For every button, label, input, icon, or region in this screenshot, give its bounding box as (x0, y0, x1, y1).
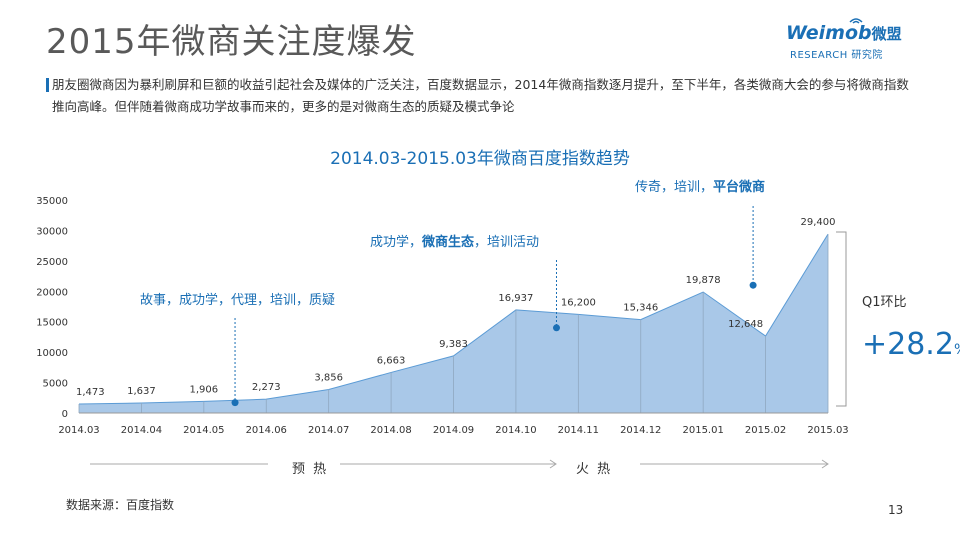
annotation-2-text-before: 成功学， (370, 235, 423, 250)
q1-value-unit: % (954, 342, 960, 358)
data-label: 15,346 (623, 303, 658, 314)
page-title: 2015年微商关注度爆发 (46, 22, 417, 62)
y-tick-label: 5000 (43, 379, 68, 390)
x-tick-label: 2014.08 (370, 425, 411, 436)
data-label: 1,637 (127, 386, 156, 397)
x-tick-label: 2014.12 (620, 425, 661, 436)
annotation-1-text: 故事，成功学，代理，培训，质疑 (140, 293, 336, 308)
y-tick-label: 15000 (36, 318, 68, 329)
y-tick-label: 25000 (36, 257, 68, 268)
data-source: 数据来源：百度指数 (66, 498, 175, 512)
x-tick-label: 2014.06 (246, 425, 287, 436)
description-text: 朋友圈微商因为暴利刷屏和巨额的收益引起社会及媒体的广泛关注，百度数据显示，201… (52, 77, 909, 114)
data-label: 19,878 (686, 275, 721, 286)
q1-comparison-label: Q1环比 (862, 295, 907, 310)
annotation-marker (231, 399, 239, 407)
page-number: 13 (888, 503, 904, 517)
logo-wordmark: Weimob微盟 (786, 22, 902, 44)
q1-comparison-value: +28.2% (862, 327, 960, 362)
annotation-1: 故事，成功学，代理，培训，质疑 (140, 289, 335, 308)
phase-hot-label: 火 热 (576, 462, 613, 477)
phase-warmup-label: 预 热 (292, 462, 329, 477)
y-tick-label: 35000 (36, 196, 68, 207)
annotation-3-text-before: 传奇，培训， (635, 180, 714, 195)
wifi-icon (849, 18, 863, 24)
data-label: 16,937 (498, 293, 533, 304)
q1-value-number: +28.2 (862, 327, 954, 362)
data-label: 1,473 (76, 387, 105, 398)
data-label: 29,400 (801, 217, 836, 228)
y-tick-label: 30000 (36, 226, 68, 237)
annotation-marker (552, 324, 560, 332)
description-block: 朋友圈微商因为暴利刷屏和巨额的收益引起社会及媒体的广泛关注，百度数据显示，201… (46, 74, 916, 118)
data-label: 16,200 (561, 297, 596, 308)
logo-cn-text: 微盟 (871, 25, 902, 43)
phase-warmup-arrow-right-head (549, 459, 557, 469)
data-label: 12,648 (728, 319, 763, 330)
annotation-3-text-bold: 平台微商 (713, 180, 766, 195)
description-accent-bar (46, 78, 49, 92)
x-tick-label: 2014.07 (308, 425, 349, 436)
data-label: 2,273 (252, 382, 281, 393)
y-tick-label: 10000 (36, 348, 68, 359)
x-tick-label: 2014.09 (433, 425, 474, 436)
x-tick-label: 2014.11 (558, 425, 599, 436)
annotation-2-text-bold: 微商生态 (422, 235, 475, 250)
x-tick-label: 2015.03 (807, 425, 848, 436)
data-label: 9,383 (439, 339, 468, 350)
data-label: 3,856 (314, 373, 343, 384)
weimob-logo: Weimob微盟 RESEARCH 研究院 (786, 18, 916, 62)
logo-text: Weimob (786, 22, 872, 44)
q1-bracket (836, 231, 847, 407)
x-tick-label: 2014.10 (495, 425, 536, 436)
x-tick-label: 2014.03 (58, 425, 99, 436)
phase-hot-arrow-head (821, 459, 829, 469)
chart-title: 2014.03-2015.03年微商百度指数趋势 (330, 149, 630, 169)
annotation-marker (749, 281, 757, 289)
logo-subtitle: RESEARCH 研究院 (790, 50, 883, 61)
annotation-3: 传奇，培训，平台微商 (635, 176, 765, 195)
y-tick-label: 20000 (36, 287, 68, 298)
x-tick-label: 2014.05 (183, 425, 224, 436)
x-tick-label: 2015.01 (682, 425, 723, 436)
data-label: 6,663 (377, 355, 406, 366)
x-tick-label: 2015.02 (745, 425, 786, 436)
data-label: 1,906 (190, 384, 219, 395)
annotation-2: 成功学，微商生态，培训活动 (370, 231, 539, 250)
annotation-2-text-after: ，培训活动 (474, 235, 540, 250)
y-tick-label: 0 (62, 409, 68, 420)
x-tick-label: 2014.04 (121, 425, 162, 436)
